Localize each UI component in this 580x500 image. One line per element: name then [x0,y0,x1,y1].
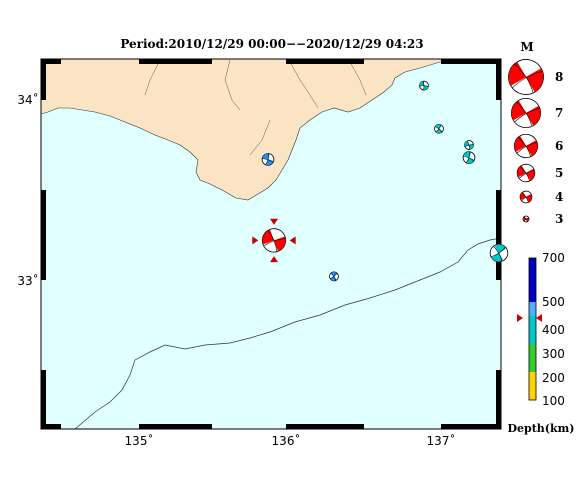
magnitude-legend-label-8: 8 [555,70,563,84]
depth-tick-100: 100 [542,394,565,408]
magnitude-legend-label-6: 6 [555,139,563,153]
focal-mechanism-main-event [261,228,287,253]
focal-mechanism-event-4 [434,123,444,134]
frame-band-right [496,370,501,429]
depth-marker-right [536,314,542,322]
magnitude-legend-ball-6 [513,133,539,159]
main-event-marker-right [289,236,296,245]
y-tick-34: 34˚ [17,92,38,107]
magnitude-legend-ball-4 [519,190,533,204]
depth-scale-title: Depth(km) [508,422,575,435]
depth-bar-lightblue [529,302,536,316]
magnitude-legend-ball-5 [516,163,536,183]
focal-mechanism-event-7 [489,243,509,263]
frame-band-bottom [286,424,364,429]
trench-line [74,237,501,429]
frame-band-top [286,59,364,64]
axis-labels: 135˚ 136˚ 137˚ 34˚ 33˚ [17,92,455,448]
depth-tick-300: 300 [542,347,565,361]
depth-marker-left [517,314,523,322]
focal-mechanism-event-2 [329,271,339,282]
frame-band-left [41,370,46,429]
depth-bar-outline [528,257,537,401]
depth-bar-cyan [529,316,536,344]
x-tick-137: 137˚ [427,433,456,448]
main-event-marker-top [270,218,278,225]
frame-band-left [41,59,46,100]
depth-scale: 700 500 400 300 200 100 Depth(km) [508,251,575,435]
map-area [40,58,502,430]
prefecture-boundaries [144,59,367,156]
magnitude-legend-label-4: 4 [555,190,563,204]
depth-tick-700: 700 [542,251,565,265]
depth-tick-500: 500 [542,295,565,309]
focal-mechanism-event-3 [419,80,429,91]
frame-band-right [496,59,501,100]
depth-bar-yellow [529,372,536,400]
frame-band-top [139,59,212,64]
x-tick-136: 136˚ [272,433,301,448]
magnitude-legend-ball-7 [510,97,542,129]
magnitude-legend-label-7: 7 [555,106,563,120]
frame-band-top [41,59,61,64]
magnitude-legend-ball-8 [508,59,544,95]
main-event-marker-left [252,236,259,245]
magnitude-legend-title: M [520,40,533,54]
depth-tick-200: 200 [542,371,565,385]
y-tick-33: 33˚ [17,273,38,288]
magnitude-legend-label-5: 5 [555,166,563,180]
depth-bar-blue [529,258,536,302]
map-title: Period:2010/12/29 00:00−−2020/12/29 04:2… [120,37,423,51]
frame-band-right [496,190,501,280]
focal-mechanism-event-6 [462,151,476,164]
frame-band-bottom [41,424,61,429]
land-mass [41,59,501,201]
magnitude-legend-ball-3 [522,215,530,223]
frame-band-left [41,190,46,280]
main-event-marker-bottom [270,256,278,263]
frame-band-bottom [139,424,212,429]
magnitude-legend-label-3: 3 [555,212,563,226]
magnitude-legend: M 8 7 6 5 4 3 [508,40,563,226]
frame-band-bottom [441,424,501,429]
focal-mechanism-event-5 [464,140,474,150]
frame-band-top [441,59,501,64]
focal-mechanism-event-1 [261,153,275,166]
frame-ticks [41,59,501,429]
depth-bar-green [529,344,536,372]
x-tick-135: 135˚ [125,433,154,448]
depth-tick-400: 400 [542,323,565,337]
events-layer [252,80,509,282]
